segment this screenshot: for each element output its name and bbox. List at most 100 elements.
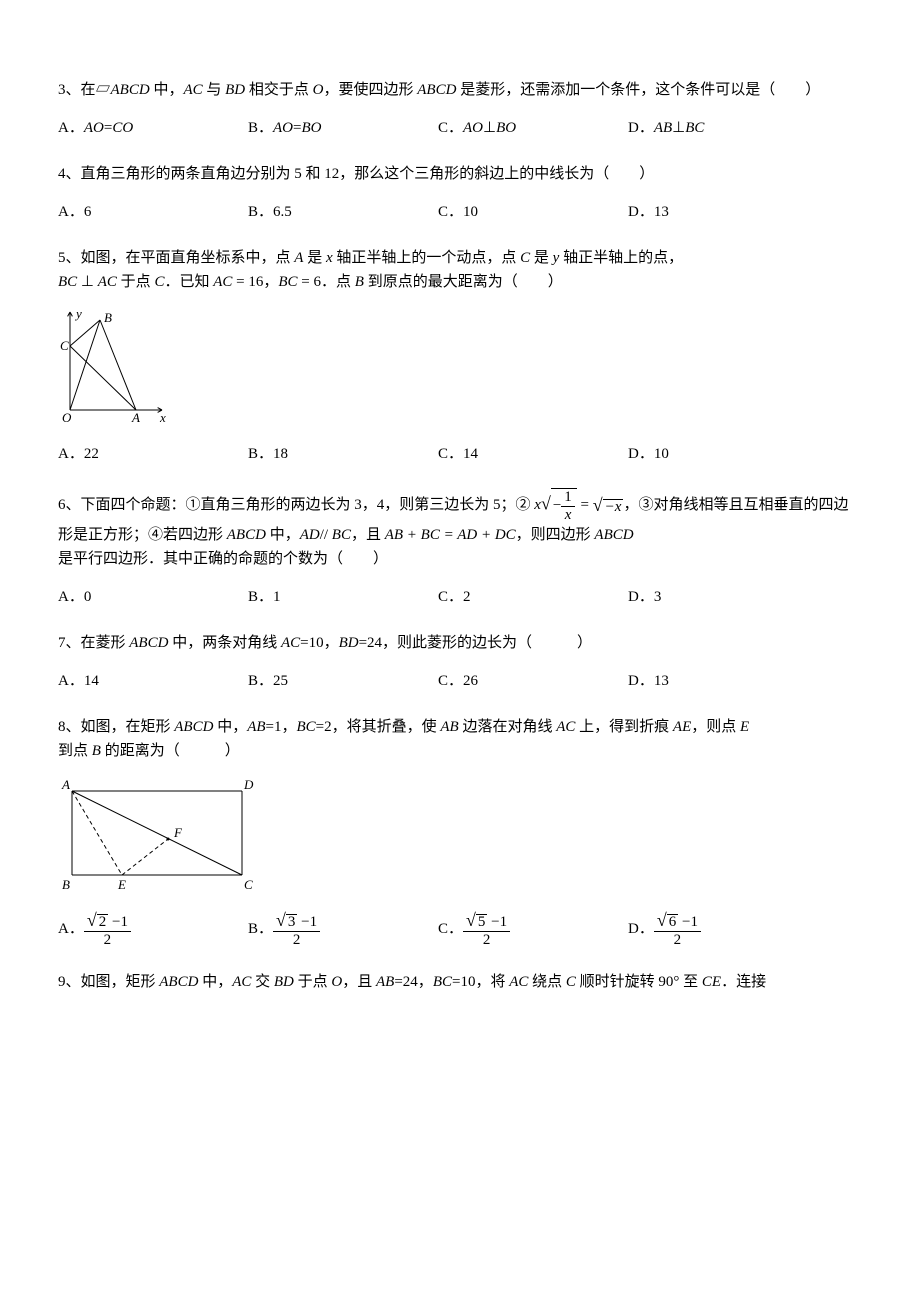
q8-eq2: =2，将其折叠，使 [316, 719, 441, 735]
q7-opt-c: C．26 [438, 669, 628, 693]
q8-b: B [92, 743, 101, 759]
q3-d-pre: D． [628, 120, 654, 136]
q8-t2: 中， [213, 719, 247, 735]
q9-o: O [331, 974, 342, 990]
q8-opt-c: C．√5 −12 [438, 911, 628, 948]
q8-t6: 到点 [58, 743, 92, 759]
q4-opt-b: B．6.5 [248, 200, 438, 224]
q6-bc: BC [332, 527, 351, 543]
q6-frac-num: 1 [561, 489, 575, 507]
q8-opt-b: B．√3 −12 [248, 911, 438, 948]
q9-t1: 9、如图，矩形 [58, 974, 159, 990]
q3-bd: BD [225, 82, 245, 98]
q6-abcd2: ABCD [594, 527, 633, 543]
q5-comma: ， [263, 274, 278, 290]
q5-B: B [355, 274, 364, 290]
q8-d-pre: D． [628, 921, 654, 937]
q4-opt-d: D．13 [628, 200, 818, 224]
q5-opt-c: C．14 [438, 442, 628, 466]
q4-opt-c: C．10 [438, 200, 628, 224]
q9-c: C [566, 974, 576, 990]
question-5: 5、如图，在平面直角坐标系中，点 A 是 x 轴正半轴上的一个动点，点 C 是 … [58, 246, 862, 294]
svg-text:B: B [62, 877, 70, 892]
q6-sqrt-rhs: √−x [593, 491, 624, 520]
svg-text:C: C [60, 338, 69, 353]
q9-eq1: =24， [394, 974, 432, 990]
q5-t1: 5、如图，在平面直角坐标系中，点 [58, 250, 294, 266]
q3-b-v2: BO [301, 120, 321, 136]
q8-d-num: 6 [667, 914, 679, 930]
q6-opt-a: A．0 [58, 585, 248, 609]
q5-x: x [326, 250, 333, 266]
q6-x: x [534, 497, 541, 513]
q3-d-pp: ⊥ [672, 120, 685, 136]
q5-opt-b: B．18 [248, 442, 438, 466]
q3-o: O [313, 82, 324, 98]
q9-ab: AB [376, 974, 394, 990]
svg-text:A: A [61, 777, 70, 792]
q8-t3: 边落在对角线 [459, 719, 557, 735]
q3-a-v1: AO [84, 120, 104, 136]
q8-a-den: 2 [84, 932, 131, 949]
svg-text:O: O [62, 410, 72, 425]
q3-m5: 是菱形，还需添加一个条件，这个条件可以是（ ） [456, 82, 820, 98]
q7-opt-b: B．25 [248, 669, 438, 693]
q3-c-pre: C． [438, 120, 463, 136]
q8-e: E [740, 719, 749, 735]
q9-t3: 交 [251, 974, 274, 990]
question-8: 8、如图，在矩形 ABCD 中，AB=1，BC=2，将其折叠，使 AB 边落在对… [58, 715, 862, 763]
q6-options: A．0 B．1 C．2 D．3 [58, 585, 862, 609]
svg-text:E: E [117, 877, 126, 892]
q7-t2: 中，两条对角线 [168, 635, 281, 651]
q5-l2e: ．点 [321, 274, 355, 290]
q7-t1: 7、在菱形 [58, 635, 129, 651]
q5-C2: C [154, 274, 164, 290]
q6-rhs: −x [603, 499, 624, 515]
q5-eq2: = 6 [298, 274, 321, 290]
q9-t2: 中， [198, 974, 232, 990]
q3-c-v1: AO [463, 120, 483, 136]
q3-m3: 相交于点 [245, 82, 313, 98]
q6-opt-c: C．2 [438, 585, 628, 609]
q7-eq1: =10， [300, 635, 338, 651]
svg-text:B: B [104, 310, 112, 325]
q8-figure: ADBCEF [58, 777, 258, 897]
q8-options: A．√2 −12 B．√3 −12 C．√5 −12 D．√6 −12 [58, 911, 862, 948]
q9-abcd: ABCD [159, 974, 198, 990]
q8-b-num: 3 [286, 914, 298, 930]
q6-t3: 中， [266, 527, 300, 543]
q3-a-pre: A． [58, 120, 84, 136]
q3-opt-a: A．AO=CO [58, 116, 248, 140]
q6-frac-den: x [561, 507, 575, 524]
q9-t7: 顺时针旋转 90° 至 [576, 974, 702, 990]
q9-ce: CE [702, 974, 721, 990]
q8-c-num: 5 [476, 914, 488, 930]
q6-t1: 6、下面四个命题：①直角三角形的两边长为 3，4，则第三边长为 5；② [58, 497, 534, 513]
q6-t4: ，且 [351, 527, 385, 543]
q3-b-v1: AO [273, 120, 293, 136]
q3-c-pp: ⊥ [483, 120, 496, 136]
q7-bd: BD [339, 635, 359, 651]
q9-ac: AC [232, 974, 251, 990]
q7-options: A．14 B．25 C．26 D．13 [58, 669, 862, 693]
q4-options: A．6 B．6.5 C．10 D．13 [58, 200, 862, 224]
q4-opt-a: A．6 [58, 200, 248, 224]
q3-c-v2: BO [496, 120, 516, 136]
q3-abcd2: ABCD [417, 82, 456, 98]
q8-eq1: =1， [266, 719, 297, 735]
q5-t4: 是 [530, 250, 553, 266]
q8-ab2: AB [440, 719, 458, 735]
q8-t4: 上，得到折痕 [575, 719, 673, 735]
q5-l2m1: 于点 [117, 274, 155, 290]
q3-d-v2: BC [685, 120, 704, 136]
svg-text:x: x [159, 410, 166, 425]
q5-eq1: = 16 [232, 274, 263, 290]
q8-opt-a: A．√2 −12 [58, 911, 248, 948]
q5-C: C [520, 250, 530, 266]
q5-AC: AC [98, 274, 117, 290]
q9-t5: ，且 [342, 974, 376, 990]
question-6: 6、下面四个命题：①直角三角形的两边长为 3，4，则第三边长为 5；② x√−1… [58, 488, 862, 571]
q8-c-pre: C． [438, 921, 463, 937]
q5-t5: 轴正半轴上的点， [559, 250, 683, 266]
q8-abcd: ABCD [174, 719, 213, 735]
